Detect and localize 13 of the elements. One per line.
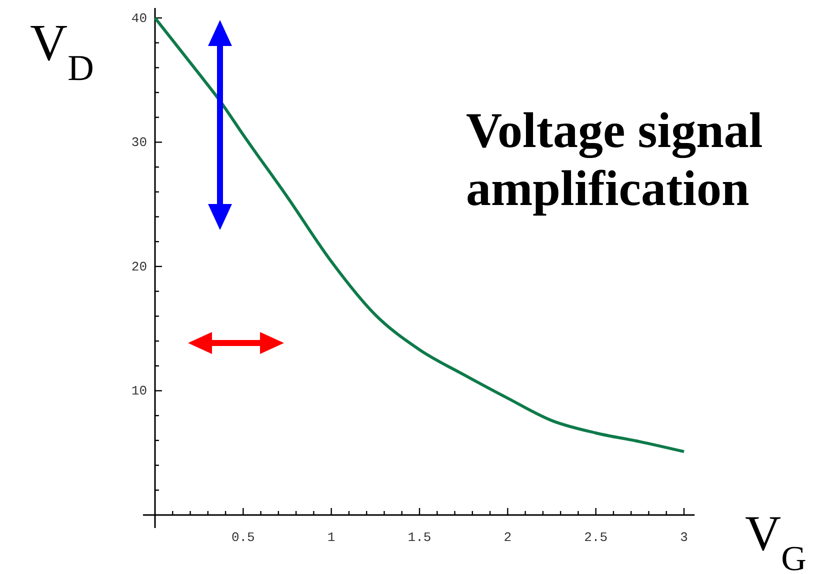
x-tick-label: 3 — [680, 530, 688, 545]
y-tick-label: 30 — [131, 135, 147, 150]
y-axis-title: V$_{D}$ — [30, 15, 94, 88]
x-tick-label: 2 — [504, 530, 512, 545]
x-tick-label: 2.5 — [584, 530, 608, 545]
y-tick-label: 20 — [131, 259, 147, 274]
x-tick-label: 1.5 — [408, 530, 432, 545]
text: Voltage signal amplification — [466, 102, 763, 216]
x-axis-title: V$_{G}$ — [745, 505, 806, 574]
x-tick-label: 1 — [327, 530, 336, 545]
y-tick-label: 10 — [131, 384, 147, 399]
y-tick-label: 40 — [131, 10, 147, 26]
x-tick-label: 0.5 — [231, 530, 255, 545]
